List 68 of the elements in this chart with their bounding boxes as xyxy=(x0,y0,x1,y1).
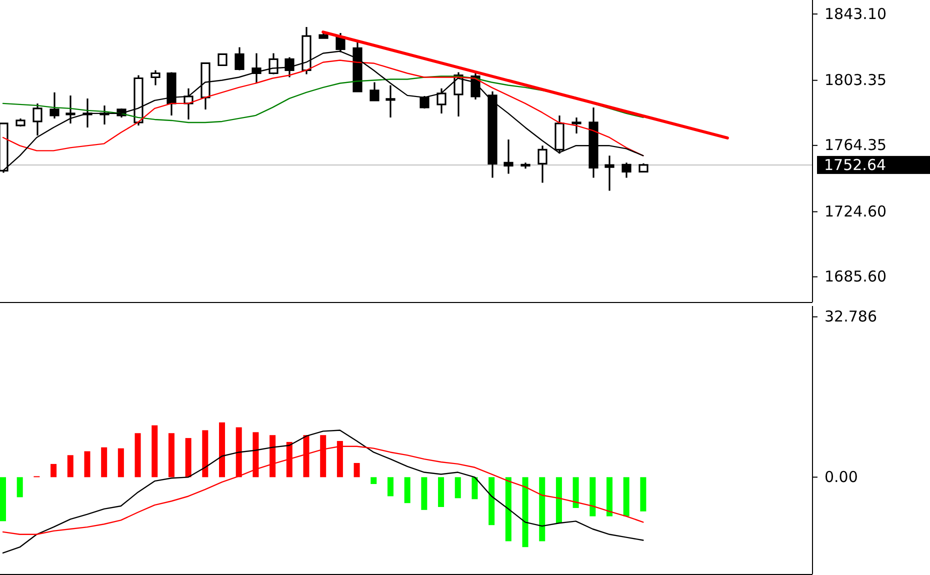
bar xyxy=(387,477,394,496)
candlestick xyxy=(520,162,530,170)
candlestick xyxy=(370,81,380,102)
bar xyxy=(623,477,630,516)
candlestick xyxy=(318,31,328,40)
y-tick-label: 1764.35 xyxy=(824,136,887,154)
bar xyxy=(556,477,562,524)
candlestick xyxy=(234,46,244,72)
candlestick xyxy=(200,62,210,110)
candlestick xyxy=(150,69,160,86)
candlestick xyxy=(638,162,648,174)
bar xyxy=(404,477,410,504)
candlestick xyxy=(166,71,176,116)
y-tick-label: 32.786 xyxy=(824,308,877,326)
candlestick xyxy=(218,52,228,67)
candlestick xyxy=(604,154,614,192)
line-series xyxy=(2,430,644,554)
bar xyxy=(539,477,546,542)
y-tick-label: 1803.35 xyxy=(824,71,887,90)
bar xyxy=(50,464,57,478)
bar xyxy=(0,477,6,522)
ref-line-label: 1752.64 xyxy=(824,156,886,174)
bar xyxy=(67,455,74,478)
bar xyxy=(606,477,612,516)
y-tick-label: 0.00 xyxy=(824,468,858,486)
bar xyxy=(505,477,512,542)
candlestick xyxy=(470,72,480,100)
y-tick-label: 1843.10 xyxy=(824,4,887,23)
candlestick xyxy=(16,118,26,128)
candlestick xyxy=(50,92,60,120)
candlestick xyxy=(554,114,564,154)
bar xyxy=(168,433,174,478)
candlestick xyxy=(82,98,92,128)
line-series xyxy=(2,76,644,124)
bar xyxy=(134,433,141,478)
candlestick xyxy=(622,162,632,178)
bar xyxy=(152,425,158,478)
bar xyxy=(572,477,579,508)
bar xyxy=(590,477,596,516)
bar xyxy=(185,438,192,478)
candlestick xyxy=(32,102,42,136)
bar xyxy=(202,430,208,478)
bar xyxy=(472,477,478,500)
bar xyxy=(118,448,124,478)
bar xyxy=(438,477,444,507)
y-tick-label: 1724.60 xyxy=(824,202,887,221)
bar xyxy=(84,451,90,478)
bar xyxy=(421,477,428,510)
candlestick xyxy=(184,88,194,120)
bar xyxy=(488,477,495,526)
bar xyxy=(101,447,108,478)
bar xyxy=(370,477,377,484)
bar xyxy=(219,422,226,478)
candlestick xyxy=(66,94,76,124)
candlestick xyxy=(134,74,144,126)
candlestick xyxy=(504,138,514,174)
candlestick xyxy=(386,84,396,118)
y-tick-label: 1685.60 xyxy=(824,268,887,286)
candlestick xyxy=(436,88,446,114)
bar xyxy=(354,462,360,478)
bar xyxy=(16,477,23,498)
candlestick xyxy=(572,116,582,134)
candlestick xyxy=(284,56,294,78)
candlestick xyxy=(420,95,430,110)
bar xyxy=(522,477,528,548)
bar xyxy=(640,477,646,512)
candlestick xyxy=(538,144,548,184)
bar xyxy=(454,477,461,498)
